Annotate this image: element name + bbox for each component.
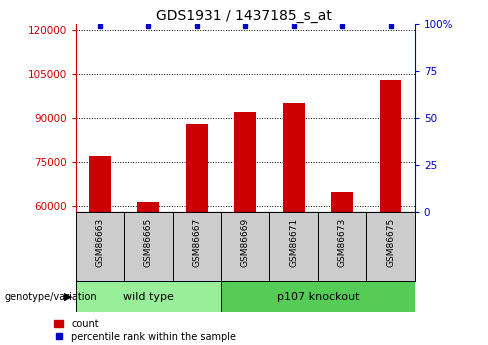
- Text: p107 knockout: p107 knockout: [277, 292, 359, 302]
- Legend: count, percentile rank within the sample: count, percentile rank within the sample: [54, 319, 236, 342]
- Bar: [124, 212, 173, 281]
- Bar: [269, 212, 318, 281]
- Bar: [283, 104, 305, 345]
- Bar: [221, 281, 415, 312]
- Text: wild type: wild type: [123, 292, 174, 302]
- Text: ▶: ▶: [64, 292, 72, 302]
- Text: GSM86667: GSM86667: [192, 218, 201, 267]
- Bar: [173, 212, 221, 281]
- Bar: [380, 80, 402, 345]
- Bar: [186, 124, 208, 345]
- Bar: [234, 112, 256, 345]
- Bar: [331, 191, 353, 345]
- Text: GDS1931 / 1437185_s_at: GDS1931 / 1437185_s_at: [156, 9, 332, 23]
- Bar: [318, 212, 366, 281]
- Text: GSM86665: GSM86665: [144, 218, 153, 267]
- Text: GSM86673: GSM86673: [338, 218, 346, 267]
- Bar: [221, 212, 269, 281]
- Text: GSM86663: GSM86663: [95, 218, 104, 267]
- Text: GSM86675: GSM86675: [386, 218, 395, 267]
- Bar: [366, 212, 415, 281]
- Bar: [76, 212, 124, 281]
- Text: GSM86669: GSM86669: [241, 218, 250, 267]
- Bar: [138, 202, 159, 345]
- Text: GSM86671: GSM86671: [289, 218, 298, 267]
- Bar: [89, 156, 111, 345]
- Text: genotype/variation: genotype/variation: [5, 292, 98, 302]
- Bar: [76, 281, 221, 312]
